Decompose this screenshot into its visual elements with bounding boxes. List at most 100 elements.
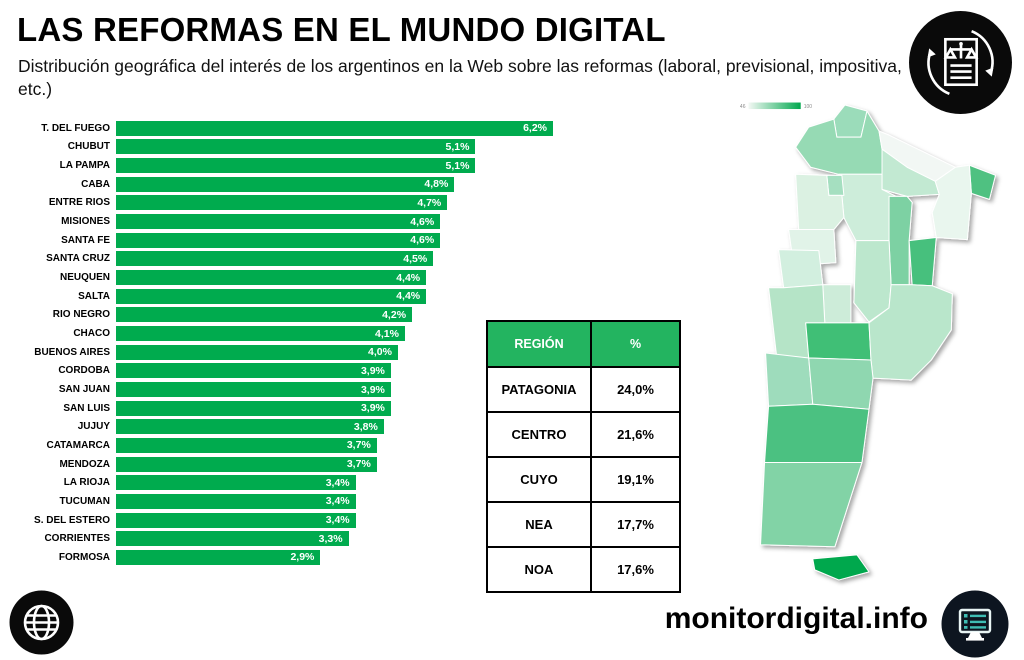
bar-track: 3,8% <box>116 419 553 435</box>
bar-row: SAN JUAN 3,9% <box>14 380 559 399</box>
bar-value-label: 3,9% <box>360 383 385 396</box>
bar-row: CORDOBA 3,9% <box>14 362 559 381</box>
bar-track: 5,1% <box>116 158 553 174</box>
bar-category-label: SALTA <box>78 290 110 302</box>
province-rio-negro[interactable] <box>808 357 874 410</box>
province-buenos-aires[interactable] <box>868 284 953 381</box>
region-table-row: CUYO 19,1% <box>486 456 681 503</box>
province-la-pampa[interactable] <box>805 322 872 361</box>
region-percent-cell: 19,1% <box>590 456 681 503</box>
province-santa-cruz[interactable] <box>760 461 863 548</box>
province-neuquen[interactable] <box>765 352 814 407</box>
bar-category-label: LA RIOJA <box>63 477 110 489</box>
bar[interactable]: 4,0% <box>116 344 398 360</box>
bar-category-label: CORRIENTES <box>44 533 110 545</box>
bar-track: 4,6% <box>116 214 553 230</box>
bar-value-label: 6,2% <box>523 122 547 135</box>
bar-track: 4,5% <box>116 251 553 267</box>
bar-category-label: MENDOZA <box>59 458 110 470</box>
bar-value-label: 3,4% <box>325 476 350 489</box>
bar-track: 3,4% <box>116 493 553 509</box>
bar[interactable]: 4,6% <box>116 214 441 230</box>
bar-track: 3,7% <box>116 456 553 472</box>
region-table-row: PATAGONIA 24,0% <box>486 366 681 413</box>
bar[interactable]: 3,9% <box>116 400 391 416</box>
bar-value-label: 4,8% <box>424 178 449 191</box>
bar-category-label: CABA <box>81 178 110 190</box>
bar-category-label: RIO NEGRO <box>52 309 110 321</box>
map-legend-min: 46 <box>740 104 746 110</box>
bar[interactable]: 3,4% <box>116 493 356 509</box>
bar-value-label: 4,6% <box>410 234 435 247</box>
bar-row: MENDOZA 3,7% <box>14 455 559 474</box>
province-chubut[interactable] <box>764 403 870 463</box>
region-percent-cell: 24,0% <box>590 366 681 413</box>
site-url[interactable]: monitordigital.info <box>664 602 928 635</box>
bar[interactable]: 3,9% <box>116 363 391 379</box>
bar-category-label: ENTRE RIOS <box>48 197 110 209</box>
province-corrientes[interactable] <box>931 164 972 241</box>
bar[interactable]: 4,2% <box>116 307 413 323</box>
bar-row: CORRIENTES 3,3% <box>14 529 559 548</box>
region-name-cell: NOA <box>486 546 592 593</box>
bar-track: 3,9% <box>116 382 553 398</box>
province-tucuman[interactable] <box>826 174 845 196</box>
bar-value-label: 3,7% <box>346 439 371 452</box>
bar-value-label: 3,3% <box>318 532 343 545</box>
bar[interactable]: 4,6% <box>116 232 441 248</box>
bar[interactable]: 4,1% <box>116 326 405 342</box>
bar[interactable]: 5,1% <box>116 139 476 155</box>
province-san-juan[interactable] <box>778 249 824 289</box>
bar[interactable]: 3,7% <box>116 456 377 472</box>
bar-category-label: CHUBUT <box>67 141 110 153</box>
bar-category-label: TUCUMAN <box>59 495 110 507</box>
bar-category-label: CORDOBA <box>58 365 110 377</box>
bar[interactable]: 3,4% <box>116 512 356 528</box>
province-misiones[interactable] <box>968 164 996 200</box>
province-tierra-del-fuego[interactable] <box>812 554 870 581</box>
region-percent-cell: 21,6% <box>590 411 681 458</box>
bar[interactable]: 5,1% <box>116 158 476 174</box>
bar[interactable]: 3,8% <box>116 419 384 435</box>
region-percent-cell: 17,6% <box>590 546 681 593</box>
bar-row: SANTA CRUZ 4,5% <box>14 250 559 269</box>
bar-track: 4,4% <box>116 288 553 304</box>
bar-category-label: SANTA FE <box>61 234 110 246</box>
province-entre-rios[interactable] <box>908 237 937 287</box>
region-percent-cell: 17,7% <box>590 501 681 548</box>
argentina-choropleth-map: 46 100 <box>733 97 1015 599</box>
bar-category-label: MISIONES <box>61 216 110 228</box>
bar[interactable]: 3,7% <box>116 437 377 453</box>
bar-row: CATAMARCA 3,7% <box>14 436 559 455</box>
provinces-bar-chart: T. DEL FUEGO 6,2% CHUBUT 5,1% LA PAMPA 5,1% CA… <box>14 119 559 567</box>
page-title: LAS REFORMAS EN EL MUNDO DIGITAL <box>17 11 666 48</box>
province-san-luis[interactable] <box>822 284 852 324</box>
bar-value-label: 3,7% <box>346 458 371 471</box>
region-name-cell: CUYO <box>486 456 592 503</box>
bar-value-label: 3,4% <box>325 495 350 508</box>
bar[interactable]: 2,9% <box>116 549 321 565</box>
bar[interactable]: 4,8% <box>116 176 455 192</box>
bar-category-label: JUJUY <box>77 421 110 433</box>
bar[interactable]: 4,4% <box>116 270 427 286</box>
bar[interactable]: 6,2% <box>116 120 553 136</box>
bar[interactable]: 3,4% <box>116 475 356 491</box>
bar[interactable]: 4,7% <box>116 195 448 211</box>
bar[interactable]: 3,9% <box>116 382 391 398</box>
province-cordoba[interactable] <box>853 240 892 323</box>
bar[interactable]: 4,4% <box>116 288 427 304</box>
bar-value-label: 4,2% <box>382 308 407 321</box>
bar-row: CABA 4,8% <box>14 175 559 194</box>
bar-category-label: BUENOS AIRES <box>34 346 110 358</box>
bar[interactable]: 4,5% <box>116 251 434 267</box>
bar-value-label: 5,1% <box>445 159 470 172</box>
bar-row: LA RIOJA 3,4% <box>14 473 559 492</box>
bar-track: 3,4% <box>116 475 553 491</box>
bar-track: 5,1% <box>116 139 553 155</box>
bar-row: T. DEL FUEGO 6,2% <box>14 119 559 138</box>
bar-track: 4,6% <box>116 232 553 248</box>
region-name-cell: PATAGONIA <box>486 366 592 413</box>
bar[interactable]: 3,3% <box>116 531 349 547</box>
bar-value-label: 4,5% <box>403 252 428 265</box>
